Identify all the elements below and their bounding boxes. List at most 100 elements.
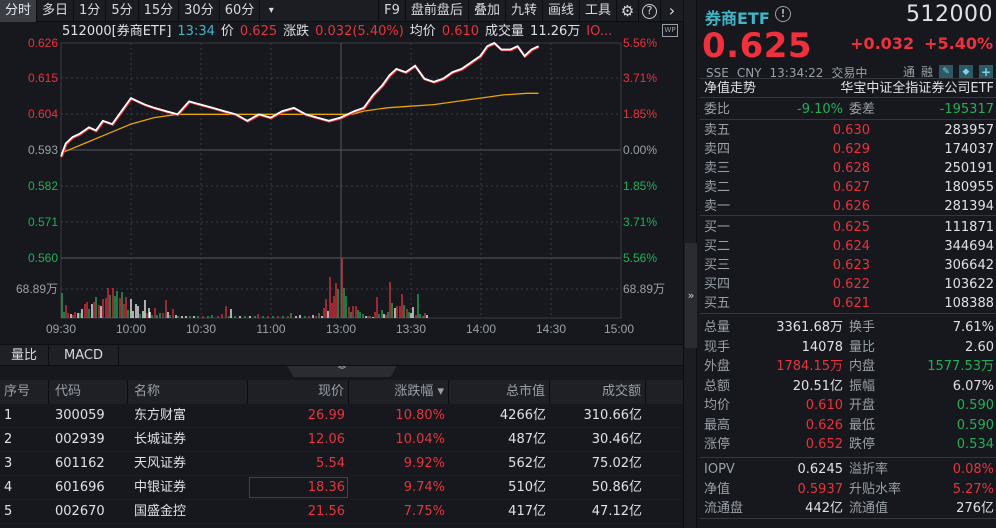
tab-1min[interactable]: 1分 (74, 0, 107, 22)
stat-label: 均价 (704, 398, 731, 413)
bid-volume: 344694 (944, 239, 994, 254)
tab-macd[interactable]: MACD (49, 345, 119, 366)
gear-icon[interactable]: ⚙ (617, 0, 639, 22)
stat-value: 1577.53万 (927, 359, 994, 374)
collapse-panel-icon[interactable]: » (685, 243, 697, 348)
edit-icon[interactable]: ✎ (939, 64, 953, 79)
svg-text:13:00: 13:00 (326, 322, 356, 336)
cell-name: 天风证券 (134, 456, 187, 471)
header-amount[interactable]: 成交额 (550, 380, 646, 404)
header-price[interactable]: 现价 (248, 380, 349, 404)
tab-multiday[interactable]: 多日 (37, 0, 75, 22)
fund-stat-row: 净值 0.5937 升贴水率 5.27% (700, 480, 996, 499)
stat-label: 内盘 (849, 359, 876, 374)
tab-15min[interactable]: 15分 (139, 0, 180, 22)
chart-toolbar: 分时 多日 1分 5分 15分 30分 60分 ▾ F9 盘前盘后 叠加 九转 … (0, 0, 683, 22)
expand-down-icon[interactable]: ︾ (287, 366, 397, 377)
cell-amount: 50.86亿 (591, 480, 642, 495)
tab-60min[interactable]: 60分 (220, 0, 261, 22)
bid-price: 0.622 (832, 277, 870, 292)
quote-panel: 券商ETF ! 512000 0.625 +0.032 +5.40% SSE CNY… (697, 0, 996, 528)
fund-full-name: 华宝中证全指证券公司ETF (840, 81, 994, 96)
svg-text:5.56%: 5.56% (623, 251, 657, 265)
help-icon[interactable]: ? (639, 0, 661, 22)
stat-value: 0.590 (956, 398, 994, 413)
svg-text:1.85%: 1.85% (623, 107, 657, 121)
info-icon[interactable]: ! (775, 6, 791, 22)
stat-value: 0.652 (805, 437, 843, 452)
y-tick: 0.582 (28, 179, 58, 193)
table-row[interactable]: 5 002670 国盛金控 21.56 7.75% 417亿 47.12亿 (0, 500, 683, 524)
change-abs: +0.032 (850, 34, 915, 53)
cell-market-cap: 417亿 (508, 504, 546, 519)
fund-stat-label: 升贴水率 (849, 481, 902, 497)
bid-price: 0.624 (832, 239, 870, 254)
tools-button[interactable]: 工具 (580, 0, 617, 22)
chart-info-line: 512000[券商ETF] 13:34 价 0.625 涨跌 0.032(5.40%) 均价… (62, 22, 618, 42)
cell-change-pct: 10.80% (395, 408, 445, 423)
nine-turn-button[interactable]: 九转 (506, 0, 543, 22)
quote-tags: 通 融 ✎ ◆ + (903, 63, 993, 80)
cell-amount: 75.02亿 (591, 456, 642, 471)
draw-line-button[interactable]: 画线 (543, 0, 580, 22)
table-row[interactable]: 4 601696 中银证券 18.36 9.74% 510亿 50.86亿 (0, 476, 683, 500)
tab-intraday[interactable]: 分时 (0, 0, 38, 22)
nav-trend-row[interactable]: 净值走势 华宝中证全指证券公司ETF (700, 78, 996, 98)
cell-code: 601162 (55, 456, 105, 471)
add-icon[interactable]: + (979, 64, 993, 79)
bid-row: 买四 0.622 103622 (700, 275, 996, 294)
y-tick: 0.593 (28, 143, 58, 157)
header-change-pct[interactable]: 涨跌幅 ▾ (349, 380, 449, 404)
period-dropdown-icon[interactable]: ▾ (268, 5, 274, 16)
y-tick: 0.615 (28, 71, 58, 85)
tab-volume-ratio[interactable]: 量比 (0, 345, 50, 366)
ask-row: 卖二 0.627 180955 (700, 178, 996, 197)
tag-margin: 融 (920, 65, 933, 79)
cell-market-cap: 4266亿 (499, 408, 546, 423)
svg-text:68.89万: 68.89万 (623, 282, 665, 296)
cell-name: 东方财富 (134, 408, 187, 423)
bid-row: 买三 0.623 306642 (700, 256, 996, 275)
tab-30min[interactable]: 30分 (179, 0, 220, 22)
fund-stat-value: 0.6245 (797, 462, 844, 477)
quote-time: 13:34:22 (769, 66, 824, 80)
ask-level-label: 卖一 (704, 199, 731, 214)
tab-5min[interactable]: 5分 (106, 0, 139, 22)
ask-volume: 174037 (944, 142, 994, 157)
cell-code: 002670 (55, 504, 105, 519)
table-row[interactable]: 3 601162 天风证券 5.54 9.92% 562亿 75.02亿 (0, 452, 683, 476)
premarket-button[interactable]: 盘前盘后 (406, 0, 469, 22)
bell-icon[interactable]: ◆ (959, 64, 973, 79)
header-index[interactable]: 序号 (0, 380, 49, 404)
intraday-chart[interactable]: 0.626 0.615 0.604 0.593 0.582 0.571 0.56… (0, 30, 683, 344)
svg-text:14:00: 14:00 (466, 322, 496, 336)
trading-status: 交易中 (831, 66, 868, 80)
stat-value: 7.61% (952, 320, 994, 335)
security-name[interactable]: 券商ETF (705, 9, 770, 28)
chevron-right-icon[interactable]: › (668, 1, 676, 20)
bid-row: 买二 0.624 344694 (700, 237, 996, 256)
fund-stat-value: 0.5937 (797, 481, 844, 497)
security-code: 512000 (906, 2, 993, 27)
separator (700, 457, 996, 458)
wp-icon[interactable]: WP (662, 24, 678, 37)
f9-button[interactable]: F9 (378, 0, 406, 22)
cell-market-cap: 510亿 (508, 480, 546, 495)
price-change: +0.032 +5.40% (840, 34, 993, 53)
panel-expander: ︾ (0, 366, 683, 378)
y-tick: 0.626 (28, 36, 58, 50)
ask-level-label: 卖二 (704, 180, 731, 195)
header-code[interactable]: 代码 (49, 380, 128, 404)
ask-volume: 283957 (944, 123, 994, 138)
table-row[interactable]: 1 300059 东方财富 26.99 10.80% 4266亿 310.66亿 (0, 404, 683, 428)
ask-price: 0.628 (832, 161, 870, 176)
header-market-cap[interactable]: 总市值 (449, 380, 550, 404)
stat-value: 1784.15万 (776, 359, 843, 374)
table-row[interactable]: 2 002939 长城证券 12.06 10.04% 487亿 30.46亿 (0, 428, 683, 452)
panel-divider: » (683, 0, 697, 528)
ask-level-label: 卖三 (704, 161, 731, 176)
fund-stat-row: 流通盘 442亿 流通值 276亿 (700, 499, 996, 518)
header-name[interactable]: 名称 (128, 380, 248, 404)
overlay-button[interactable]: 叠加 (469, 0, 506, 22)
cell-change-pct: 9.74% (403, 480, 445, 495)
